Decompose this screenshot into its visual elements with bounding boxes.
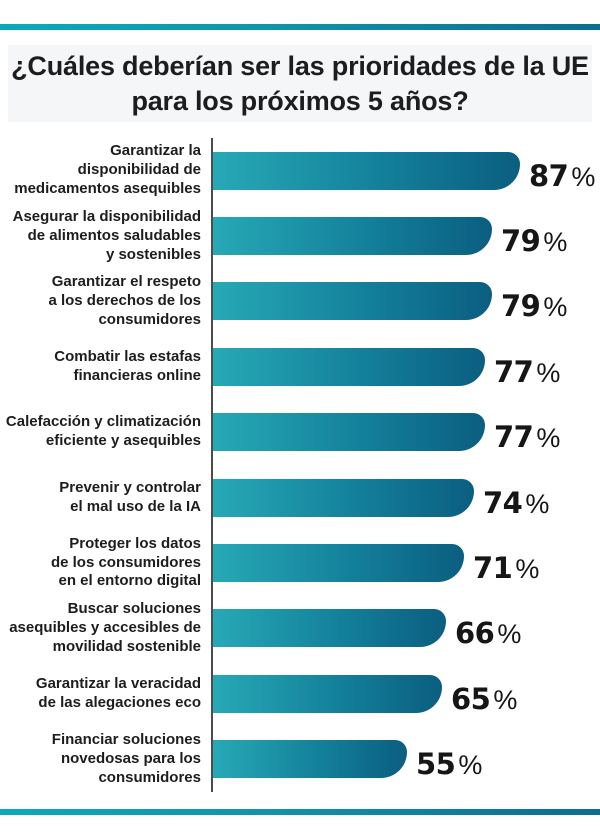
bar-value-number: 77 (494, 354, 534, 389)
page-title-line2: para los próximos 5 años? (131, 85, 469, 116)
bar-value: 71% (473, 551, 539, 585)
bar-label: Financiar soluciones novedosas para los … (51, 730, 201, 786)
bar-label: Garantizar la veracidad de las alegacion… (35, 674, 201, 711)
bar-value-number: 65 (451, 681, 491, 716)
bar-value: 66% (455, 616, 521, 650)
bar-value-number: 79 (501, 289, 541, 324)
percent-sign: % (525, 488, 550, 519)
bar-label: Asegurar la disponibilidad de alimentos … (12, 207, 201, 263)
axis-line (211, 138, 213, 792)
bar-track: 55% (213, 727, 600, 792)
bar (213, 478, 474, 517)
percent-sign: % (515, 554, 540, 585)
bar-label: Garantizar la disponibilidad de medicame… (14, 142, 201, 198)
bar-track: 71% (213, 530, 600, 595)
bar-row: Asegurar la disponibilidad de alimentos … (0, 203, 600, 268)
bar-value-number: 79 (501, 224, 541, 259)
bar-value-number: 71 (473, 551, 513, 586)
percent-sign: % (543, 227, 568, 258)
percent-sign: % (543, 292, 568, 323)
bar-value: 79% (501, 289, 567, 323)
bar (213, 609, 446, 648)
bar-track: 79% (213, 269, 600, 334)
bar-track: 74% (213, 465, 600, 530)
bar-track: 65% (213, 661, 600, 726)
bar-row: Proteger los datos de los consumidores e… (0, 530, 600, 595)
bar-value-number: 74 (483, 485, 523, 520)
bar (213, 151, 520, 190)
bar-value: 79% (501, 224, 567, 258)
bar-rows: Garantizar la disponibilidad de medicame… (0, 138, 600, 792)
bar-value: 77% (494, 355, 560, 389)
bottom-accent-line (0, 809, 600, 815)
bar-value: 55% (416, 747, 482, 781)
percent-sign: % (536, 357, 561, 388)
percent-sign: % (493, 684, 518, 715)
page-title-line1: ¿Cuáles deberían ser las prioridades de … (11, 50, 589, 81)
bar-label: Calefacción y climatización eficiente y … (5, 413, 201, 450)
bar-row: Garantizar la disponibilidad de medicame… (0, 138, 600, 203)
bar-track: 77% (213, 400, 600, 465)
bar (213, 347, 485, 386)
bar-value: 65% (451, 682, 517, 716)
bar-row: Buscar soluciones asequibles y accesible… (0, 596, 600, 661)
bar-label: Garantizar el respeto a los derechos de … (48, 273, 201, 328)
bar-row: Financiar soluciones novedosas para los … (0, 727, 600, 792)
percent-sign: % (571, 161, 596, 192)
bar-value-number: 87 (529, 158, 569, 193)
percent-sign: % (536, 423, 561, 454)
bar (213, 282, 492, 321)
percent-sign: % (458, 750, 483, 781)
bar-label: Proteger los datos de los consumidores e… (50, 534, 201, 590)
bar-row: Calefacción y climatización eficiente y … (0, 400, 600, 465)
title-box: ¿Cuáles deberían ser las prioridades de … (8, 45, 592, 122)
page-title: ¿Cuáles deberían ser las prioridades de … (11, 49, 589, 118)
bar (213, 217, 492, 256)
bar-track: 77% (213, 334, 600, 399)
bar-track: 87% (213, 138, 600, 203)
bar-track: 79% (213, 203, 600, 268)
bar-row: Garantizar la veracidad de las alegacion… (0, 661, 600, 726)
bar-label: Prevenir y controlar el mal uso de la IA (59, 478, 201, 515)
bar (213, 674, 442, 713)
bar-value-number: 55 (416, 747, 456, 782)
top-accent-line (0, 24, 600, 30)
bar-value: 77% (494, 420, 560, 454)
bar-row: Prevenir y controlar el mal uso de la IA… (0, 465, 600, 530)
bar-label: Buscar soluciones asequibles y accesible… (9, 600, 201, 655)
bar (213, 413, 485, 452)
bar (213, 544, 464, 583)
percent-sign: % (497, 619, 522, 650)
bar-label: Combatir las estafas financieras online (54, 347, 201, 384)
bar-row: Garantizar el respeto a los derechos de … (0, 269, 600, 334)
bar-value-number: 66 (455, 616, 495, 651)
bar-value: 74% (483, 486, 549, 520)
bar-chart: Garantizar la disponibilidad de medicame… (0, 138, 600, 792)
bar (213, 740, 407, 779)
bar-row: Combatir las estafas financieras online 7… (0, 334, 600, 399)
bar-value: 87% (529, 159, 595, 193)
bar-track: 66% (213, 596, 600, 661)
bar-value-number: 77 (494, 420, 534, 455)
